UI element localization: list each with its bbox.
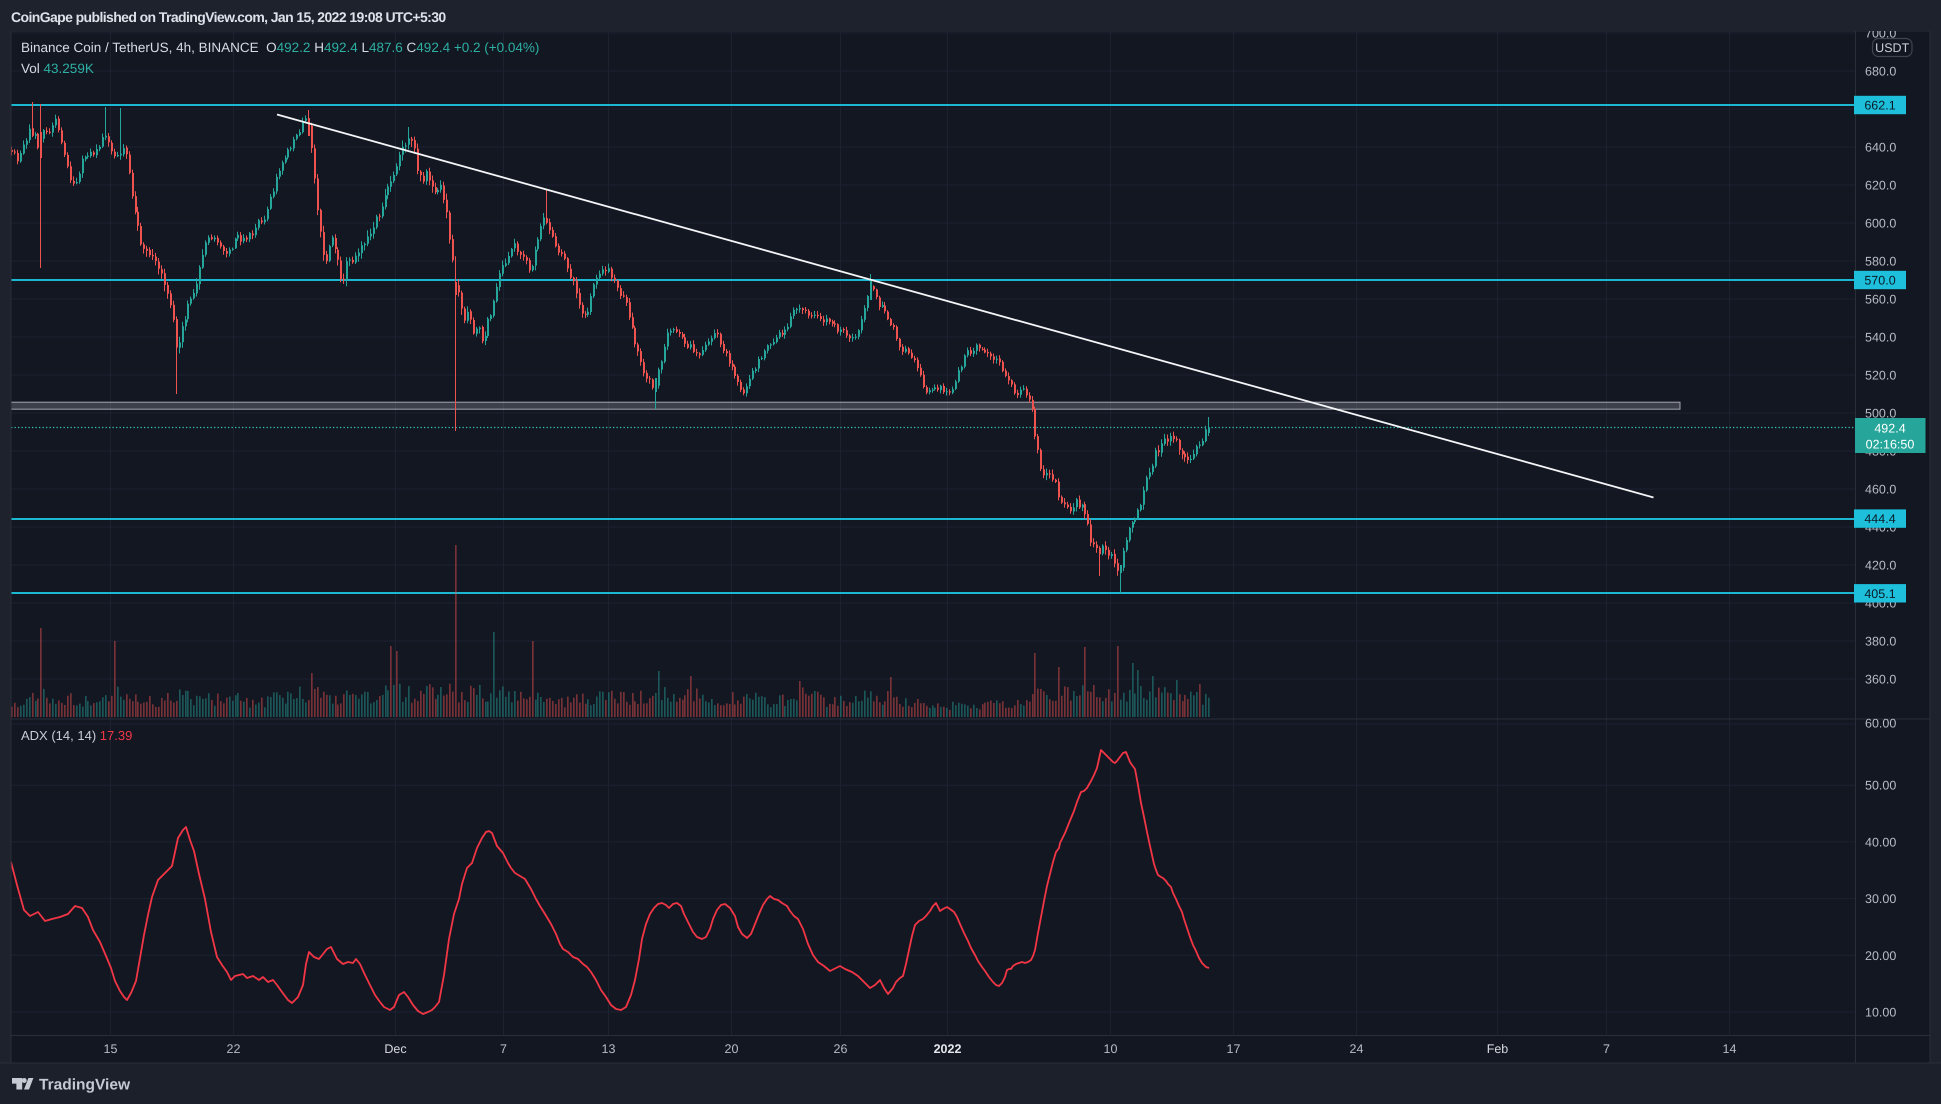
svg-text:620.0: 620.0 — [1865, 179, 1896, 193]
svg-text:7: 7 — [1603, 1042, 1610, 1056]
svg-text:560.0: 560.0 — [1865, 293, 1896, 307]
svg-text:Dec: Dec — [384, 1042, 406, 1056]
svg-text:TradingView: TradingView — [39, 1077, 131, 1094]
svg-text:Binance Coin / TetherUS, 4h, B: Binance Coin / TetherUS, 4h, BINANCE O49… — [21, 40, 539, 55]
svg-text:600.0: 600.0 — [1865, 217, 1896, 231]
svg-text:580.0: 580.0 — [1865, 255, 1896, 269]
svg-text:Feb: Feb — [1487, 1042, 1509, 1056]
svg-text:540.0: 540.0 — [1865, 331, 1896, 345]
svg-text:02:16:50: 02:16:50 — [1866, 437, 1915, 451]
svg-text:15: 15 — [104, 1042, 118, 1056]
svg-text:7: 7 — [500, 1042, 507, 1056]
svg-text:26: 26 — [834, 1042, 848, 1056]
svg-text:640.0: 640.0 — [1865, 141, 1896, 155]
svg-text:662.1: 662.1 — [1864, 99, 1895, 113]
svg-text:2022: 2022 — [934, 1042, 962, 1056]
svg-text:ADX (14, 14) 17.39: ADX (14, 14) 17.39 — [21, 728, 132, 743]
svg-text:10.00: 10.00 — [1865, 1006, 1896, 1020]
svg-text:40.00: 40.00 — [1865, 835, 1896, 849]
svg-text:680.0: 680.0 — [1865, 65, 1896, 79]
svg-text:20.00: 20.00 — [1865, 949, 1896, 963]
svg-text:500.0: 500.0 — [1865, 407, 1896, 421]
svg-text:50.00: 50.00 — [1865, 779, 1896, 793]
svg-text:30.00: 30.00 — [1865, 892, 1896, 906]
svg-text:14: 14 — [1723, 1042, 1737, 1056]
svg-text:Vol 43.259K: Vol 43.259K — [21, 61, 94, 76]
svg-text:380.0: 380.0 — [1865, 635, 1896, 649]
svg-text:13: 13 — [602, 1042, 616, 1056]
svg-text:17: 17 — [1227, 1042, 1241, 1056]
svg-text:USDT: USDT — [1875, 41, 1909, 55]
svg-text:24: 24 — [1350, 1042, 1364, 1056]
svg-text:20: 20 — [725, 1042, 739, 1056]
svg-text:420.0: 420.0 — [1865, 559, 1896, 573]
svg-text:460.0: 460.0 — [1865, 483, 1896, 497]
svg-text:22: 22 — [227, 1042, 241, 1056]
svg-text:444.4: 444.4 — [1864, 512, 1895, 526]
svg-text:360.0: 360.0 — [1865, 673, 1896, 687]
svg-text:CoinGape published on TradingV: CoinGape published on TradingView.com, J… — [11, 9, 446, 25]
svg-text:492.4: 492.4 — [1874, 421, 1905, 435]
svg-text:10: 10 — [1104, 1042, 1118, 1056]
svg-text:60.00: 60.00 — [1865, 717, 1896, 731]
svg-text:405.1: 405.1 — [1864, 587, 1895, 601]
svg-text:570.0: 570.0 — [1864, 274, 1895, 288]
svg-text:520.0: 520.0 — [1865, 369, 1896, 383]
